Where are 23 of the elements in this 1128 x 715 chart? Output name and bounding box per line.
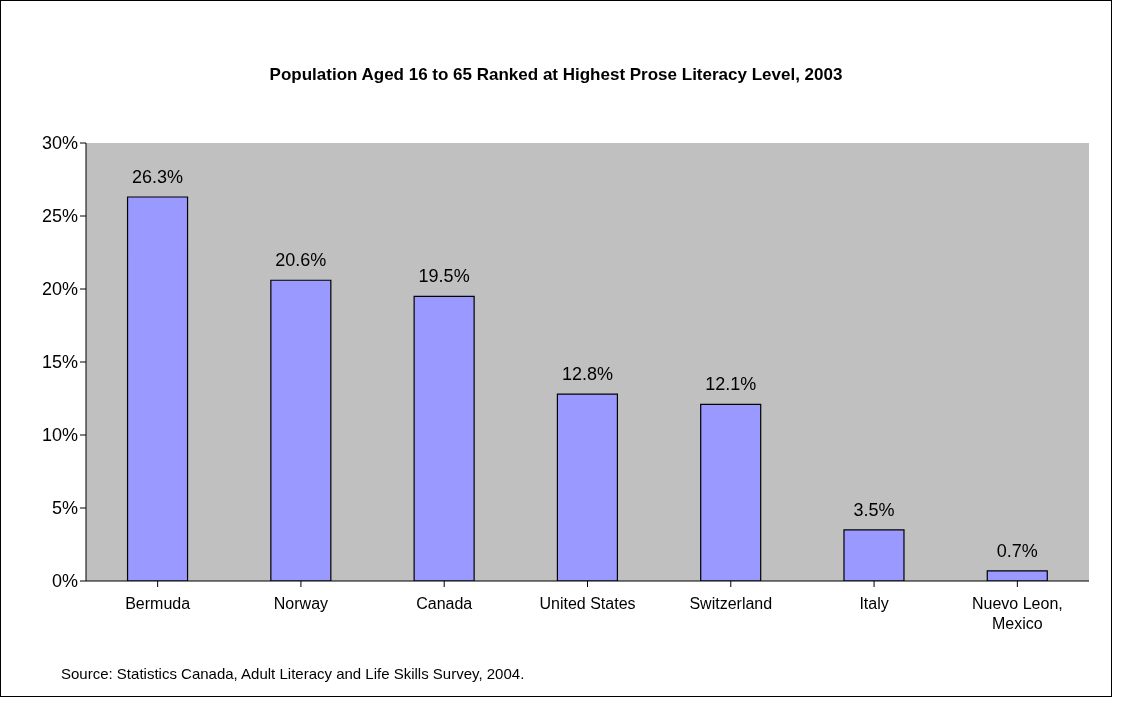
- y-tick-label: 15%: [41, 352, 78, 373]
- y-tick-label: 10%: [41, 425, 78, 446]
- y-tick-label: 0%: [51, 571, 78, 592]
- data-label: 3.5%: [853, 499, 895, 520]
- source-note: Source: Statistics Canada, Adult Literacy and Life Skills Survey, 2004.: [61, 665, 525, 682]
- data-label: 0.7%: [996, 540, 1038, 561]
- x-tick-label: Norway: [273, 595, 329, 612]
- x-tick-label: Bermuda: [125, 595, 191, 612]
- x-tick-label: Italy: [859, 595, 889, 612]
- x-tick-label: Nuevo Leon, Mexico: [971, 595, 1063, 632]
- y-tick-label: 5%: [51, 498, 78, 519]
- y-tick-label: 30%: [41, 133, 78, 154]
- data-label: 20.6%: [275, 250, 327, 271]
- data-label: 19.5%: [418, 266, 470, 287]
- x-tick-label: Canada: [416, 595, 473, 612]
- y-tick-label: 20%: [41, 279, 78, 300]
- x-tick-label: Switzerland: [689, 595, 773, 612]
- data-label: 26.3%: [132, 167, 184, 188]
- y-tick-label: 25%: [41, 206, 78, 227]
- x-tick-label: United States: [539, 595, 636, 612]
- chart-title: Population Aged 16 to 65 Ranked at Highest Prose Literacy Level, 2003: [268, 65, 844, 85]
- data-label: 12.1%: [705, 374, 757, 395]
- data-label: 12.8%: [561, 364, 613, 385]
